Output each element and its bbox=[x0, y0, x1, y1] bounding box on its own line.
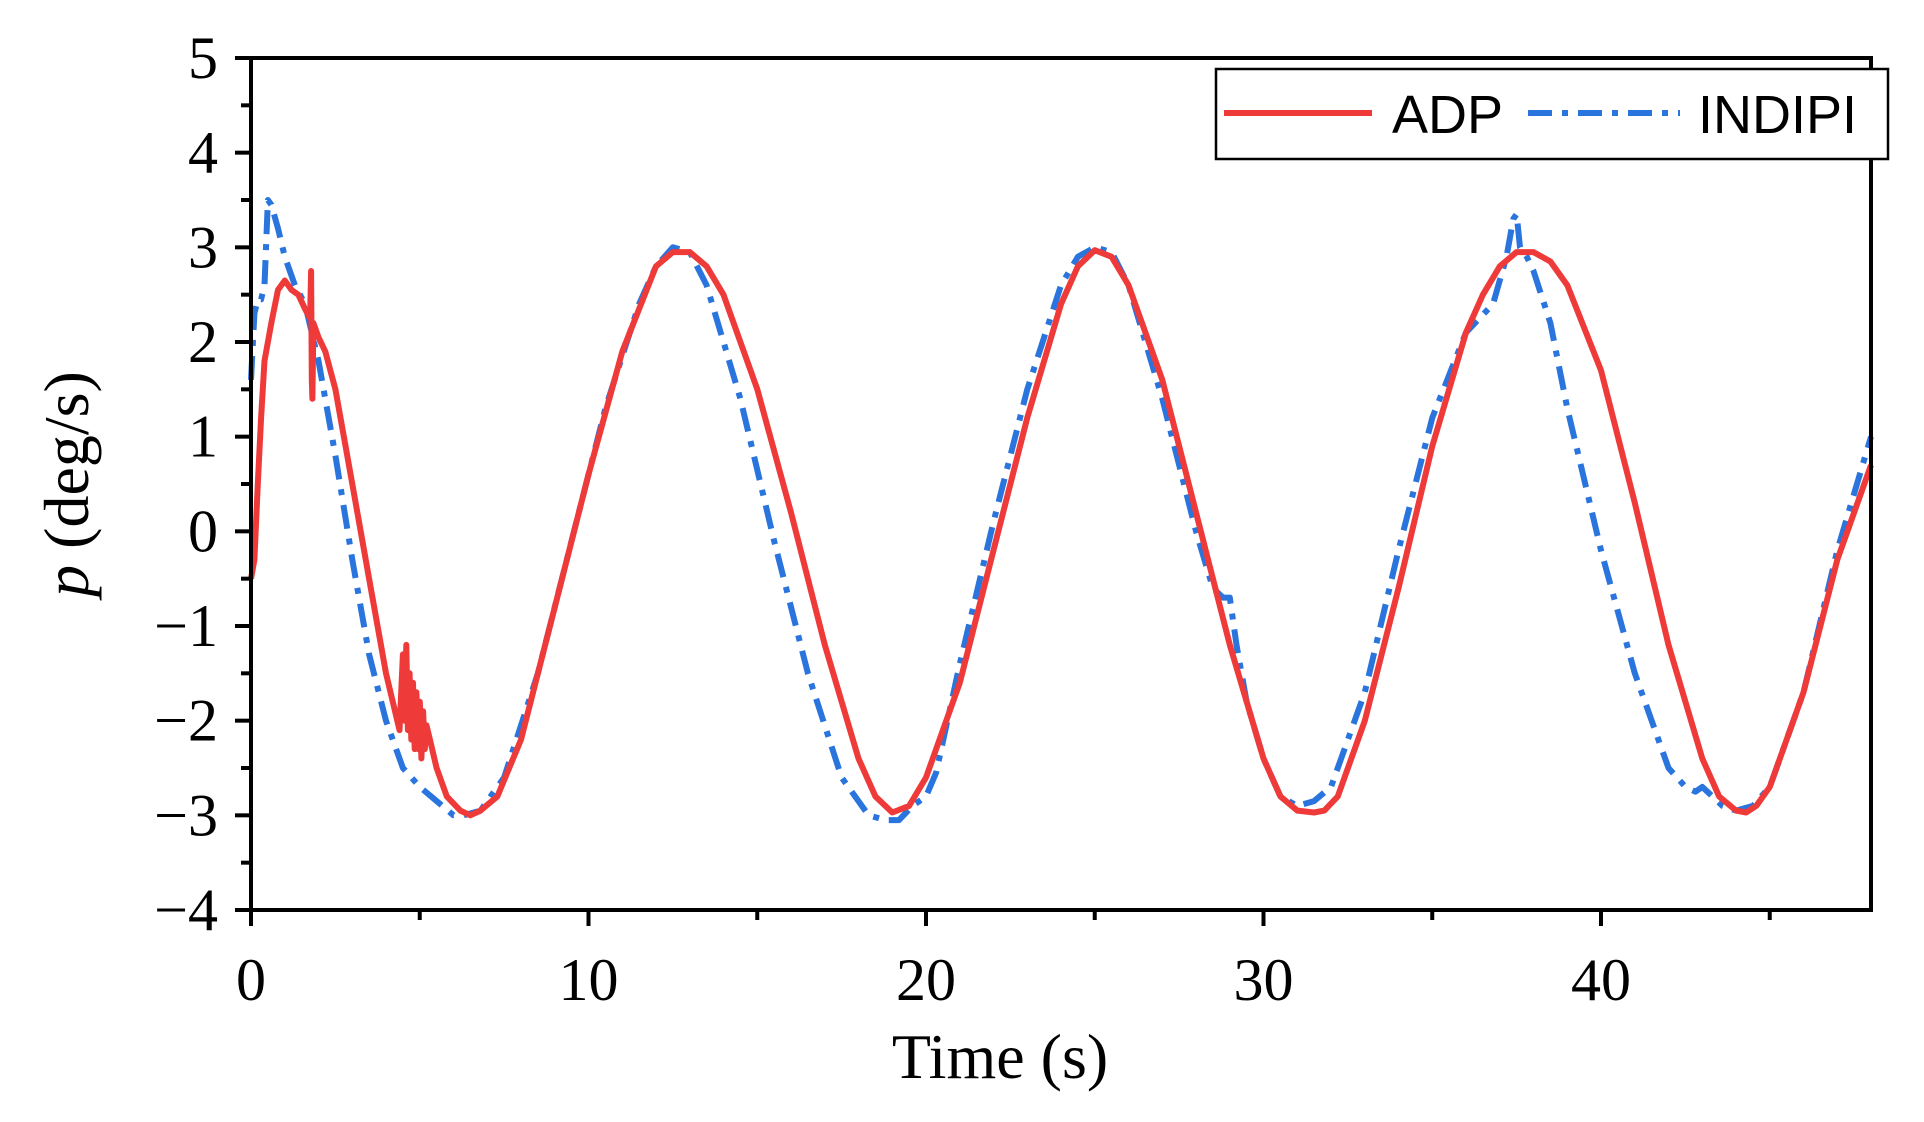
series-line-adp bbox=[248, 247, 1874, 819]
x-axis-title: Time (s) bbox=[892, 1021, 1108, 1092]
x-tick-label: 10 bbox=[559, 947, 619, 1013]
x-tick-label: 40 bbox=[1571, 947, 1631, 1013]
y-tick-label: 5 bbox=[188, 25, 218, 91]
svg-text:p (deg/s): p (deg/s) bbox=[31, 371, 102, 601]
y-tick-label: 1 bbox=[188, 404, 218, 470]
y-tick-label: 3 bbox=[188, 214, 218, 280]
y-tick-label: −3 bbox=[154, 782, 218, 848]
tick-labels: 0 10 20 30 40 −4 −3 −2 −1 0 1 2 3 4 5 bbox=[154, 25, 1631, 1013]
y-tick-label: 0 bbox=[188, 498, 218, 564]
y-tick-label: 4 bbox=[188, 120, 218, 186]
y-tick-label: 2 bbox=[188, 309, 218, 375]
y-axis-title: p (deg/s) bbox=[31, 371, 102, 601]
legend-label-indipi: INDIPI bbox=[1698, 85, 1857, 145]
x-tick-label: 20 bbox=[896, 947, 956, 1013]
y-tick-label: −2 bbox=[154, 688, 218, 754]
x-tick-label: 30 bbox=[1234, 947, 1294, 1013]
series-line-indipi bbox=[248, 197, 1874, 824]
plot-series bbox=[248, 197, 1874, 824]
legend-label-adp: ADP bbox=[1392, 85, 1503, 145]
y-tick-label: −1 bbox=[154, 593, 218, 659]
legend: ADP INDIPI bbox=[1214, 67, 1890, 161]
y-axis-symbol: p bbox=[31, 565, 102, 601]
y-axis-unit: (deg/s) bbox=[31, 371, 102, 549]
x-tick-label: 0 bbox=[236, 947, 266, 1013]
plot-frame bbox=[249, 56, 1873, 912]
y-tick-label: −4 bbox=[154, 877, 218, 943]
